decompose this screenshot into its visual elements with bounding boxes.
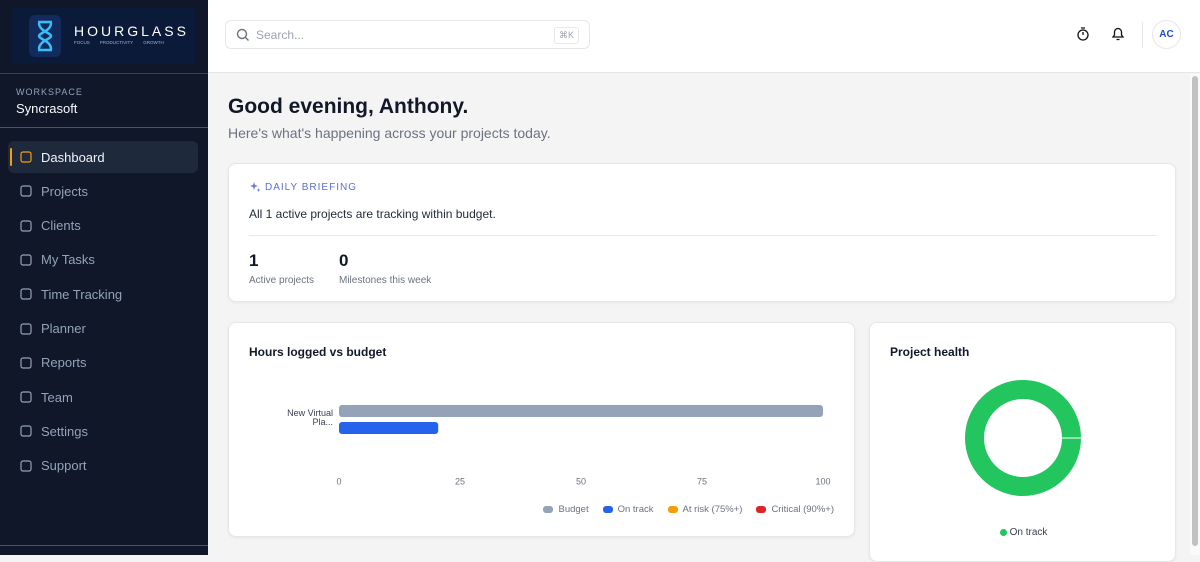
greeting: Good evening, Anthony. — [228, 95, 469, 118]
icon-shape — [20, 357, 32, 369]
nav-icon — [20, 185, 32, 197]
icon-shape — [20, 254, 32, 266]
icon-shape — [20, 460, 32, 472]
bar — [339, 422, 439, 434]
legend-swatch — [543, 506, 554, 513]
legend: Budget On track At risk (75%+) Critical (90… — [543, 504, 834, 515]
legend-swatch — [667, 506, 678, 513]
nav-item[interactable]: Time Tracking — [8, 278, 198, 310]
nav-item[interactable]: Support — [8, 450, 198, 482]
legend-swatch — [602, 506, 613, 513]
shortcut: ⌘K — [554, 27, 580, 44]
nav-icon — [20, 254, 32, 266]
subtitle: Here's what's happening across your proj… — [228, 125, 551, 141]
chart-card: Project health On track — [869, 322, 1176, 562]
briefing-message: All 1 active projects are tracking withi… — [249, 207, 496, 221]
search-box[interactable]: Search... ⌘K — [225, 20, 590, 49]
scroll-thumb[interactable] — [1192, 76, 1198, 546]
nav-icon — [20, 460, 32, 472]
legend-swatch — [756, 506, 767, 513]
tagline-item: PRODUCTIVITY — [99, 40, 134, 45]
nav-icon — [20, 219, 32, 232]
divider — [249, 235, 1157, 236]
chart: 0 25 50 75 100 — [336, 405, 831, 486]
search-placeholder: Search... — [256, 28, 305, 42]
legend-item[interactable]: On track — [999, 527, 1048, 538]
stat-label: Milestones this week — [339, 275, 432, 286]
pie-slice — [965, 380, 1081, 496]
legend-label: Critical (90%+) — [771, 504, 834, 515]
stat-label: Active projects — [249, 275, 315, 286]
divider — [0, 127, 208, 128]
legend-swatch — [999, 529, 1007, 536]
nav-icon — [20, 151, 32, 163]
briefing-label: DAILY BRIEFING — [265, 182, 357, 193]
nav-icon — [20, 391, 32, 403]
icon-shape — [20, 322, 32, 335]
logo-icon — [29, 15, 61, 57]
chart — [965, 380, 1081, 496]
search-icon — [236, 28, 249, 41]
workspace-label: WORKSPACE — [16, 87, 83, 97]
sparkle-icon — [250, 182, 261, 192]
workspace-name[interactable]: Syncrasoft — [16, 101, 78, 116]
icon-shape — [20, 185, 32, 197]
nav-item[interactable]: Planner — [8, 313, 198, 345]
bell-icon[interactable] — [1110, 25, 1126, 42]
nav-item[interactable]: My Tasks — [8, 244, 198, 276]
x-tick-label: 25 — [455, 476, 465, 486]
divider — [0, 73, 208, 74]
nav-item[interactable]: Team — [8, 381, 198, 413]
legend: On track — [870, 527, 1175, 538]
legend-item[interactable]: Budget — [543, 504, 589, 515]
nav-item[interactable]: Dashboard — [8, 141, 198, 173]
timer-icon[interactable] — [1075, 26, 1091, 42]
stat-value: 0 — [339, 251, 349, 270]
scrollbar — [1190, 74, 1200, 555]
stat-value: 1 — [249, 251, 259, 270]
nav-icon — [20, 425, 32, 437]
divider — [0, 545, 208, 546]
category-label: New Virtual Pla... — [287, 408, 333, 427]
bar — [339, 405, 823, 417]
tagline-item: FOCUS — [74, 40, 90, 45]
nav-item[interactable]: Clients — [8, 210, 198, 242]
x-tick-label: 50 — [576, 476, 586, 486]
nav-icon — [20, 322, 32, 335]
x-tick-label: 100 — [815, 476, 830, 486]
chart-title: Hours logged vs budget — [249, 345, 387, 359]
brand-name: HOURGLASS — [74, 23, 189, 39]
legend-label: At risk (75%+) — [682, 504, 743, 515]
icon-shape — [20, 391, 32, 403]
logo[interactable]: HOURGLASS FOCUS PRODUCTIVITY GROWTH — [12, 8, 195, 64]
nav-item[interactable]: Projects — [8, 175, 198, 207]
avatar[interactable]: AC — [1152, 20, 1181, 49]
chart-card: Hours logged vs budget 0 25 50 75 100 New Virt… — [228, 322, 855, 537]
nav-icon — [20, 288, 32, 300]
briefing-card: DAILY BRIEFING All 1 active projects are… — [228, 163, 1176, 302]
tagline-item: GROWTH — [143, 40, 164, 45]
icon-shape — [20, 151, 32, 163]
nav-item[interactable]: Reports — [8, 347, 198, 379]
icon-shape — [20, 219, 32, 232]
header: Search... ⌘K AC — [208, 0, 1200, 73]
chart-title: Project health — [890, 345, 970, 359]
x-tick-label: 0 — [336, 476, 341, 486]
legend-item[interactable]: On track — [602, 504, 654, 515]
icon-shape — [20, 288, 32, 300]
nav-item[interactable]: Settings — [8, 415, 198, 447]
sidebar: HOURGLASS FOCUS PRODUCTIVITY GROWTH WORKSP… — [0, 0, 208, 555]
nav-icon — [20, 357, 32, 369]
tagline: FOCUS PRODUCTIVITY GROWTH — [74, 40, 164, 45]
x-tick-label: 75 — [697, 476, 707, 486]
legend-label: Budget — [558, 504, 589, 515]
legend-label: On track — [617, 504, 654, 515]
legend-item[interactable]: At risk (75%+) — [667, 504, 743, 515]
legend-label: On track — [1009, 527, 1048, 538]
active-indicator — [10, 148, 12, 166]
icon-shape — [20, 425, 32, 437]
divider — [1142, 22, 1143, 48]
legend-item[interactable]: Critical (90%+) — [756, 504, 834, 515]
